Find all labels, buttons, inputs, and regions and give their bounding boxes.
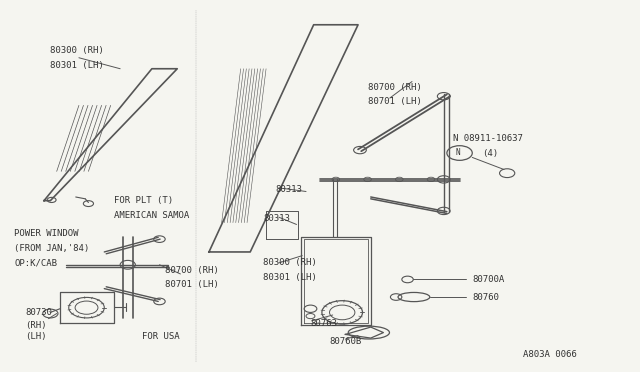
Text: N: N: [456, 148, 461, 157]
Text: 80301 (LH): 80301 (LH): [51, 61, 104, 70]
Text: FOR PLT (T): FOR PLT (T): [114, 196, 173, 205]
Text: 80760B: 80760B: [330, 337, 362, 346]
Text: 80701 (LH): 80701 (LH): [367, 97, 421, 106]
Text: 80301 (LH): 80301 (LH): [263, 273, 317, 282]
Text: 80700 (RH): 80700 (RH): [367, 83, 421, 92]
Text: 80760: 80760: [472, 293, 499, 302]
Text: POWER WINDOW: POWER WINDOW: [14, 229, 79, 238]
Text: 80300 (RH): 80300 (RH): [51, 46, 104, 55]
Text: 80763: 80763: [310, 319, 337, 328]
Text: A803A 0066: A803A 0066: [523, 350, 577, 359]
Text: 80701 (LH): 80701 (LH): [164, 280, 218, 289]
Text: N 08911-10637: N 08911-10637: [453, 134, 523, 143]
Text: OP:K/CAB: OP:K/CAB: [14, 259, 57, 267]
Text: 80313: 80313: [263, 215, 290, 224]
Text: AMERICAN SAMOA: AMERICAN SAMOA: [114, 211, 189, 220]
Text: (RH): (RH): [25, 321, 47, 330]
Text: 80700 (RH): 80700 (RH): [164, 266, 218, 275]
Text: (4): (4): [482, 148, 498, 157]
Text: (FROM JAN,'84): (FROM JAN,'84): [14, 244, 90, 253]
Text: 80313: 80313: [276, 185, 303, 194]
Text: 80700A: 80700A: [472, 275, 504, 284]
Text: 80300 (RH): 80300 (RH): [263, 259, 317, 267]
Text: (LH): (LH): [25, 332, 47, 341]
Text: 80730: 80730: [25, 308, 52, 317]
Text: FOR USA: FOR USA: [142, 332, 180, 341]
